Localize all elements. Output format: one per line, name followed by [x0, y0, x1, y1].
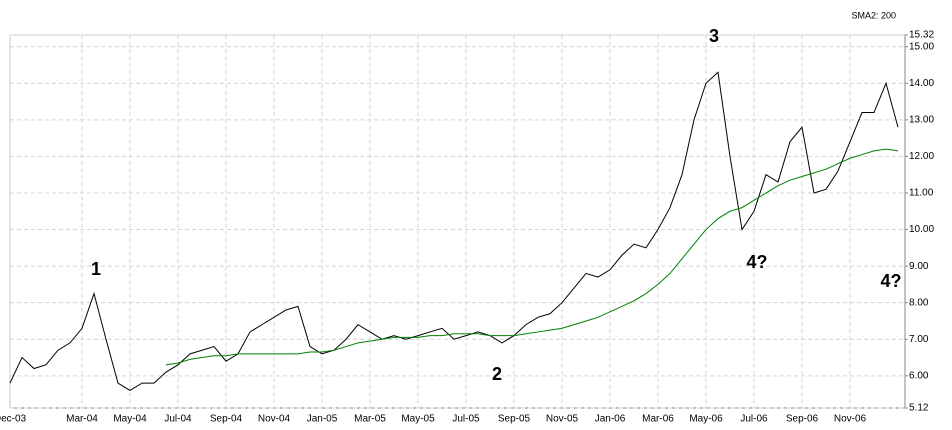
annotation: 4? [746, 252, 767, 272]
y-tick-label: 15.00 [909, 41, 934, 52]
x-tick-label: Mar-04 [66, 414, 98, 425]
annotation: 4? [880, 271, 901, 291]
x-tick-label: Nov-05 [546, 414, 579, 425]
x-tick-label: Nov-04 [258, 414, 291, 425]
x-tick-label: Jul-04 [164, 414, 192, 425]
annotation: 3 [709, 26, 719, 46]
y-tick-label: 12.00 [909, 151, 934, 162]
x-tick-label: Mar-05 [354, 414, 386, 425]
y-tick-label: 10.00 [909, 224, 934, 235]
y-tick-label: 15.32 [909, 30, 934, 41]
y-tick-label: 14.00 [909, 78, 934, 89]
x-tick-label: Jul-06 [740, 414, 768, 425]
series-line [165, 148, 899, 366]
x-tick-label: Dec-03 [0, 414, 27, 425]
plot-frame [9, 34, 906, 409]
x-tick-label: Sep-04 [210, 414, 243, 425]
x-tick-label: Mar-06 [642, 414, 674, 425]
x-tick-label: May-05 [401, 414, 435, 425]
y-tick-label: 9.00 [909, 261, 929, 272]
x-tick-label: Jan-06 [595, 414, 626, 425]
annotation: 2 [492, 364, 502, 384]
x-tick-label: Sep-05 [498, 414, 531, 425]
y-tick-label: 8.00 [909, 297, 929, 308]
legend-label: SMA2: 200 [851, 10, 896, 20]
x-tick-label: Sep-06 [786, 414, 819, 425]
x-tick-label: May-04 [113, 414, 147, 425]
x-tick-label: May-06 [689, 414, 723, 425]
annotation: 1 [91, 259, 101, 279]
series-line [9, 71, 899, 392]
y-tick-label: 7.00 [909, 334, 929, 345]
y-tick-label: 5.12 [909, 403, 929, 414]
y-tick-label: 11.00 [909, 188, 934, 199]
x-tick-label: Jan-05 [307, 414, 338, 425]
y-tick-label: 13.00 [909, 114, 934, 125]
x-tick-label: Nov-06 [834, 414, 867, 425]
x-tick-label: Jul-05 [452, 414, 480, 425]
y-tick-label: 6.00 [909, 370, 929, 381]
